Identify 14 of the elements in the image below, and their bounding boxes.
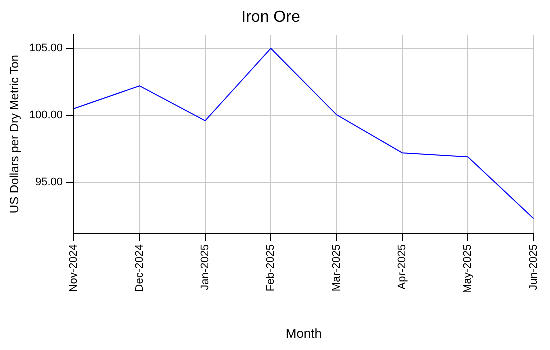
x-tick-label: Nov-2024 xyxy=(68,244,80,292)
x-tick-label: Dec-2024 xyxy=(134,244,146,292)
y-tick-label: 95.00 xyxy=(36,176,64,189)
y-tick-label: 100.00 xyxy=(29,110,64,122)
y-axis-title: US Dollars per Dry Metric Ton xyxy=(8,55,22,214)
y-tick-label: 105.00 xyxy=(29,42,64,55)
x-tick-label: May-2025 xyxy=(462,244,474,294)
x-axis-title: Month xyxy=(286,326,322,341)
x-tick-label: Mar-2025 xyxy=(330,244,343,292)
x-tick-label: Jun-2025 xyxy=(528,244,540,290)
chart-title: Iron Ore xyxy=(242,9,300,26)
x-tick-label: Feb-2025 xyxy=(265,244,278,292)
x-tick-label: Apr-2025 xyxy=(396,244,408,290)
x-tick-label: Jan-2025 xyxy=(199,244,212,290)
